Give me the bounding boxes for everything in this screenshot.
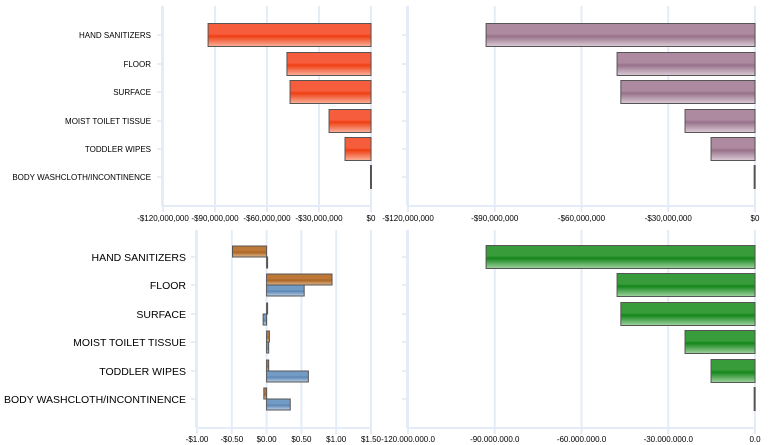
- x-tick-label: -$30,000,000: [295, 214, 343, 223]
- bar: [710, 359, 756, 383]
- bar: [266, 284, 305, 297]
- bar: [485, 23, 756, 47]
- bar: [620, 302, 756, 326]
- bar: [266, 273, 333, 286]
- x-tick-label: -90.000.000.0: [470, 435, 520, 444]
- chart-panel-bottom-right: -120.000.000.0 -90.000.000.0 -60.000.000.0…: [381, 230, 761, 444]
- category-label: HAND SANITIZERS: [79, 31, 151, 40]
- category-label: TODDLER WIPES: [99, 366, 186, 378]
- x-tick-label: -$90,000,000: [471, 214, 519, 223]
- category-label: BODY WASHCLOTH/INCONTINENCE: [4, 394, 186, 406]
- category-label: FLOOR: [123, 60, 151, 69]
- x-tick-label: -$120,000,000: [382, 214, 434, 223]
- bar: [266, 302, 269, 315]
- category-label: TODDLER WIPES: [85, 145, 151, 154]
- category-label: FLOOR: [150, 280, 187, 292]
- x-tick-label: -120.000.000.0: [381, 435, 435, 444]
- category-label: SURFACE: [136, 309, 186, 321]
- bar: [684, 330, 756, 354]
- x-tick-label: -30.000.000.0: [644, 435, 694, 444]
- x-tick-label: -$90,000,000: [191, 214, 239, 223]
- category-label: SURFACE: [113, 88, 151, 97]
- bar: [262, 313, 268, 326]
- bar: [344, 137, 372, 161]
- x-tick-label: $0.00: [257, 435, 278, 444]
- category-label: MOIST TOILET TISSUE: [65, 117, 151, 126]
- chart-panel-top-left: -$120,000,000 -$90,000,000 -$60,000,000 -$3…: [12, 6, 376, 223]
- x-tick-label: $0: [367, 214, 376, 223]
- x-tick-label: -$60,000,000: [243, 214, 291, 223]
- bar: [616, 273, 756, 297]
- x-tick-label: -$60,000,000: [558, 214, 606, 223]
- bar: [231, 245, 268, 258]
- bar: [753, 387, 756, 411]
- x-tick-label: -$30,000,000: [645, 214, 693, 223]
- x-tick-label: $1.50: [361, 435, 382, 444]
- bar: [266, 330, 270, 343]
- category-label: HAND SANITIZERS: [91, 252, 186, 264]
- bar: [328, 109, 372, 133]
- x-tick-label: $1.00: [326, 435, 347, 444]
- bar: [616, 52, 756, 76]
- x-tick-label: -$120,000,000: [137, 214, 189, 223]
- x-tick-label: 0.0: [749, 435, 761, 444]
- x-tick-label: $0: [751, 214, 760, 223]
- bar: [266, 341, 270, 354]
- bar: [289, 80, 372, 104]
- x-tick-label: -60.000.000.0: [557, 435, 607, 444]
- bar: [266, 359, 270, 372]
- bar: [266, 256, 269, 269]
- bar: [620, 80, 756, 104]
- category-label: BODY WASHCLOTH/INCONTINENCE: [12, 173, 151, 182]
- category-label: MOIST TOILET TISSUE: [73, 337, 186, 349]
- bar: [286, 52, 372, 76]
- chart-panel-bottom-left: -$1.00 -$0.50 $0.00 $0.50 $1.00 $1.50 HAND SAN…: [4, 230, 382, 444]
- bar: [369, 165, 372, 189]
- bar: [710, 137, 756, 161]
- bar: [485, 245, 756, 269]
- bar: [207, 23, 372, 47]
- x-tick-label: $0.50: [291, 435, 312, 444]
- bar: [266, 370, 309, 383]
- bar: [266, 398, 291, 411]
- bar: [684, 109, 756, 133]
- chart-panel-top-right: -$120,000,000 -$90,000,000 -$60,000,000 -$3…: [382, 6, 760, 223]
- x-tick-label: -$0.50: [220, 435, 243, 444]
- bar: [263, 387, 268, 400]
- bar: [753, 165, 756, 189]
- x-tick-label: -$1.00: [186, 435, 209, 444]
